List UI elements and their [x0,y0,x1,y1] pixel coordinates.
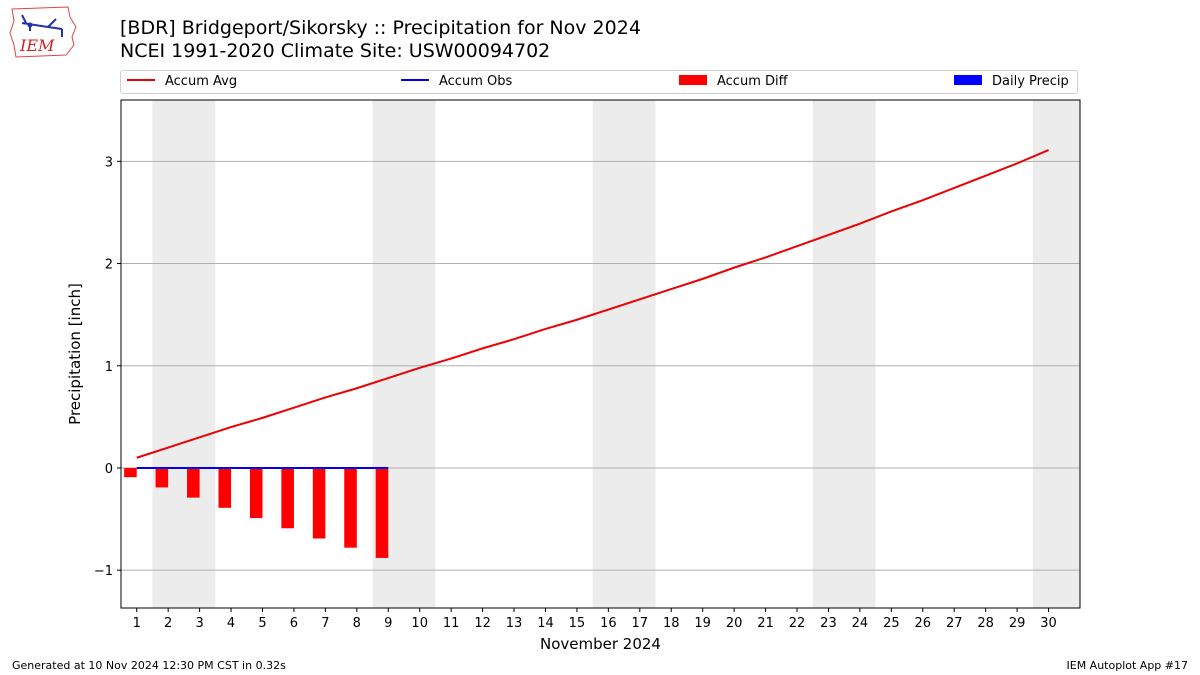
x-tick-label-18: 18 [663,616,680,631]
legend-swatch-accum-avg [127,78,155,81]
x-tick-label-27: 27 [946,616,963,631]
legend-label-daily-precip: Daily Precip [992,74,1069,89]
logo-text: IEM [19,36,55,55]
y-tick-label-2: 2 [105,258,113,273]
x-tick-label-29: 29 [1009,616,1026,631]
plot-frame [120,99,1081,609]
bar-accum-diff-1 [124,467,137,478]
x-tick-label-12: 12 [474,616,491,631]
x-axis-label: November 2024 [540,635,661,653]
x-tick-label-21: 21 [757,616,774,631]
x-tick-label-26: 26 [915,616,932,631]
bar-accum-diff-9 [375,467,389,558]
x-tick-label-8: 8 [353,616,361,631]
weekend-band-4 [812,100,876,608]
x-tick-label-16: 16 [600,616,617,631]
x-tick-label-4: 4 [227,616,235,631]
x-tick-label-22: 22 [789,616,806,631]
x-tick-label-14: 14 [537,616,554,631]
y-tick-label-3: 3 [105,155,113,170]
x-tick-label-19: 19 [694,616,711,631]
chart-legend: Accum Avg Accum Obs Accum Diff Daily Pre… [120,70,1078,94]
bar-accum-diff-7 [312,467,326,539]
x-tick-label-17: 17 [632,616,649,631]
x-tick-label-1: 1 [133,616,141,631]
weather-instrument-hub [27,22,33,28]
x-tick-label-15: 15 [569,616,586,631]
y-ticks-group: −1 0 1 2 3 [94,155,121,579]
footer-app-text: IEM Autoplot App #17 [1066,659,1189,672]
bar-accum-diff-4 [218,467,232,508]
y-tick-label-0: 0 [105,462,113,477]
footer-generated-text: Generated at 10 Nov 2024 12:30 PM CST in… [12,659,286,672]
x-tick-label-7: 7 [321,616,329,631]
legend-item-accum-diff: Accum Diff [679,74,788,92]
x-tick-label-3: 3 [195,616,203,631]
weather-instrument-icon [21,14,63,37]
weekend-shading-group [152,100,1080,608]
legend-item-daily-precip: Daily Precip [954,74,1069,92]
x-tick-label-9: 9 [384,616,392,631]
x-ticks-group: 1 2 3 4 5 6 7 8 9 10 11 12 13 14 15 16 17 18 19 20 21 22 23 24 2… [133,608,1057,631]
bar-accum-diff-5 [249,467,263,519]
iem-logo: IEM [9,6,77,58]
y-axis-label: Precipitation [inch] [66,283,84,425]
legend-item-accum-avg: Accum Avg [127,74,237,92]
x-tick-label-25: 25 [883,616,900,631]
bar-accum-diff-6 [281,467,294,529]
x-tick-label-30: 30 [1040,616,1057,631]
x-tick-label-2: 2 [164,616,172,631]
x-tick-label-20: 20 [726,616,743,631]
x-tick-label-23: 23 [820,616,837,631]
y-tick-label-1: 1 [105,360,113,375]
bar-accum-diff-2 [155,467,169,488]
x-tick-label-11: 11 [443,616,460,631]
x-tick-label-5: 5 [258,616,266,631]
legend-label-accum-diff: Accum Diff [717,74,788,89]
legend-swatch-accum-diff [679,74,707,85]
x-tick-label-28: 28 [977,616,994,631]
weekend-band-1 [152,100,216,608]
legend-label-accum-avg: Accum Avg [165,74,238,89]
x-tick-label-10: 10 [411,616,428,631]
legend-swatch-accum-obs [401,78,429,81]
x-tick-label-24: 24 [852,616,869,631]
legend-item-accum-obs: Accum Obs [401,74,512,92]
legend-label-accum-obs: Accum Obs [439,74,513,89]
bar-accum-diff-8 [344,467,357,548]
x-tick-label-6: 6 [290,616,298,631]
chart-title: [BDR] Bridgeport/Sikorsky :: Precipitati… [120,17,641,39]
chart-subtitle: NCEI 1991-2020 Climate Site: USW00094702 [120,40,551,62]
lines-group [136,149,1049,469]
weekend-band-5 [1032,100,1080,608]
legend-swatch-daily-precip [954,74,982,85]
x-tick-label-13: 13 [506,616,523,631]
weekend-band-3 [592,100,656,608]
bar-accum-diff-3 [187,467,200,498]
iowa-outline [9,6,77,58]
series-line-accum-avg [136,149,1049,459]
bars-group [124,467,389,558]
y-tick-label--1: −1 [94,564,113,579]
